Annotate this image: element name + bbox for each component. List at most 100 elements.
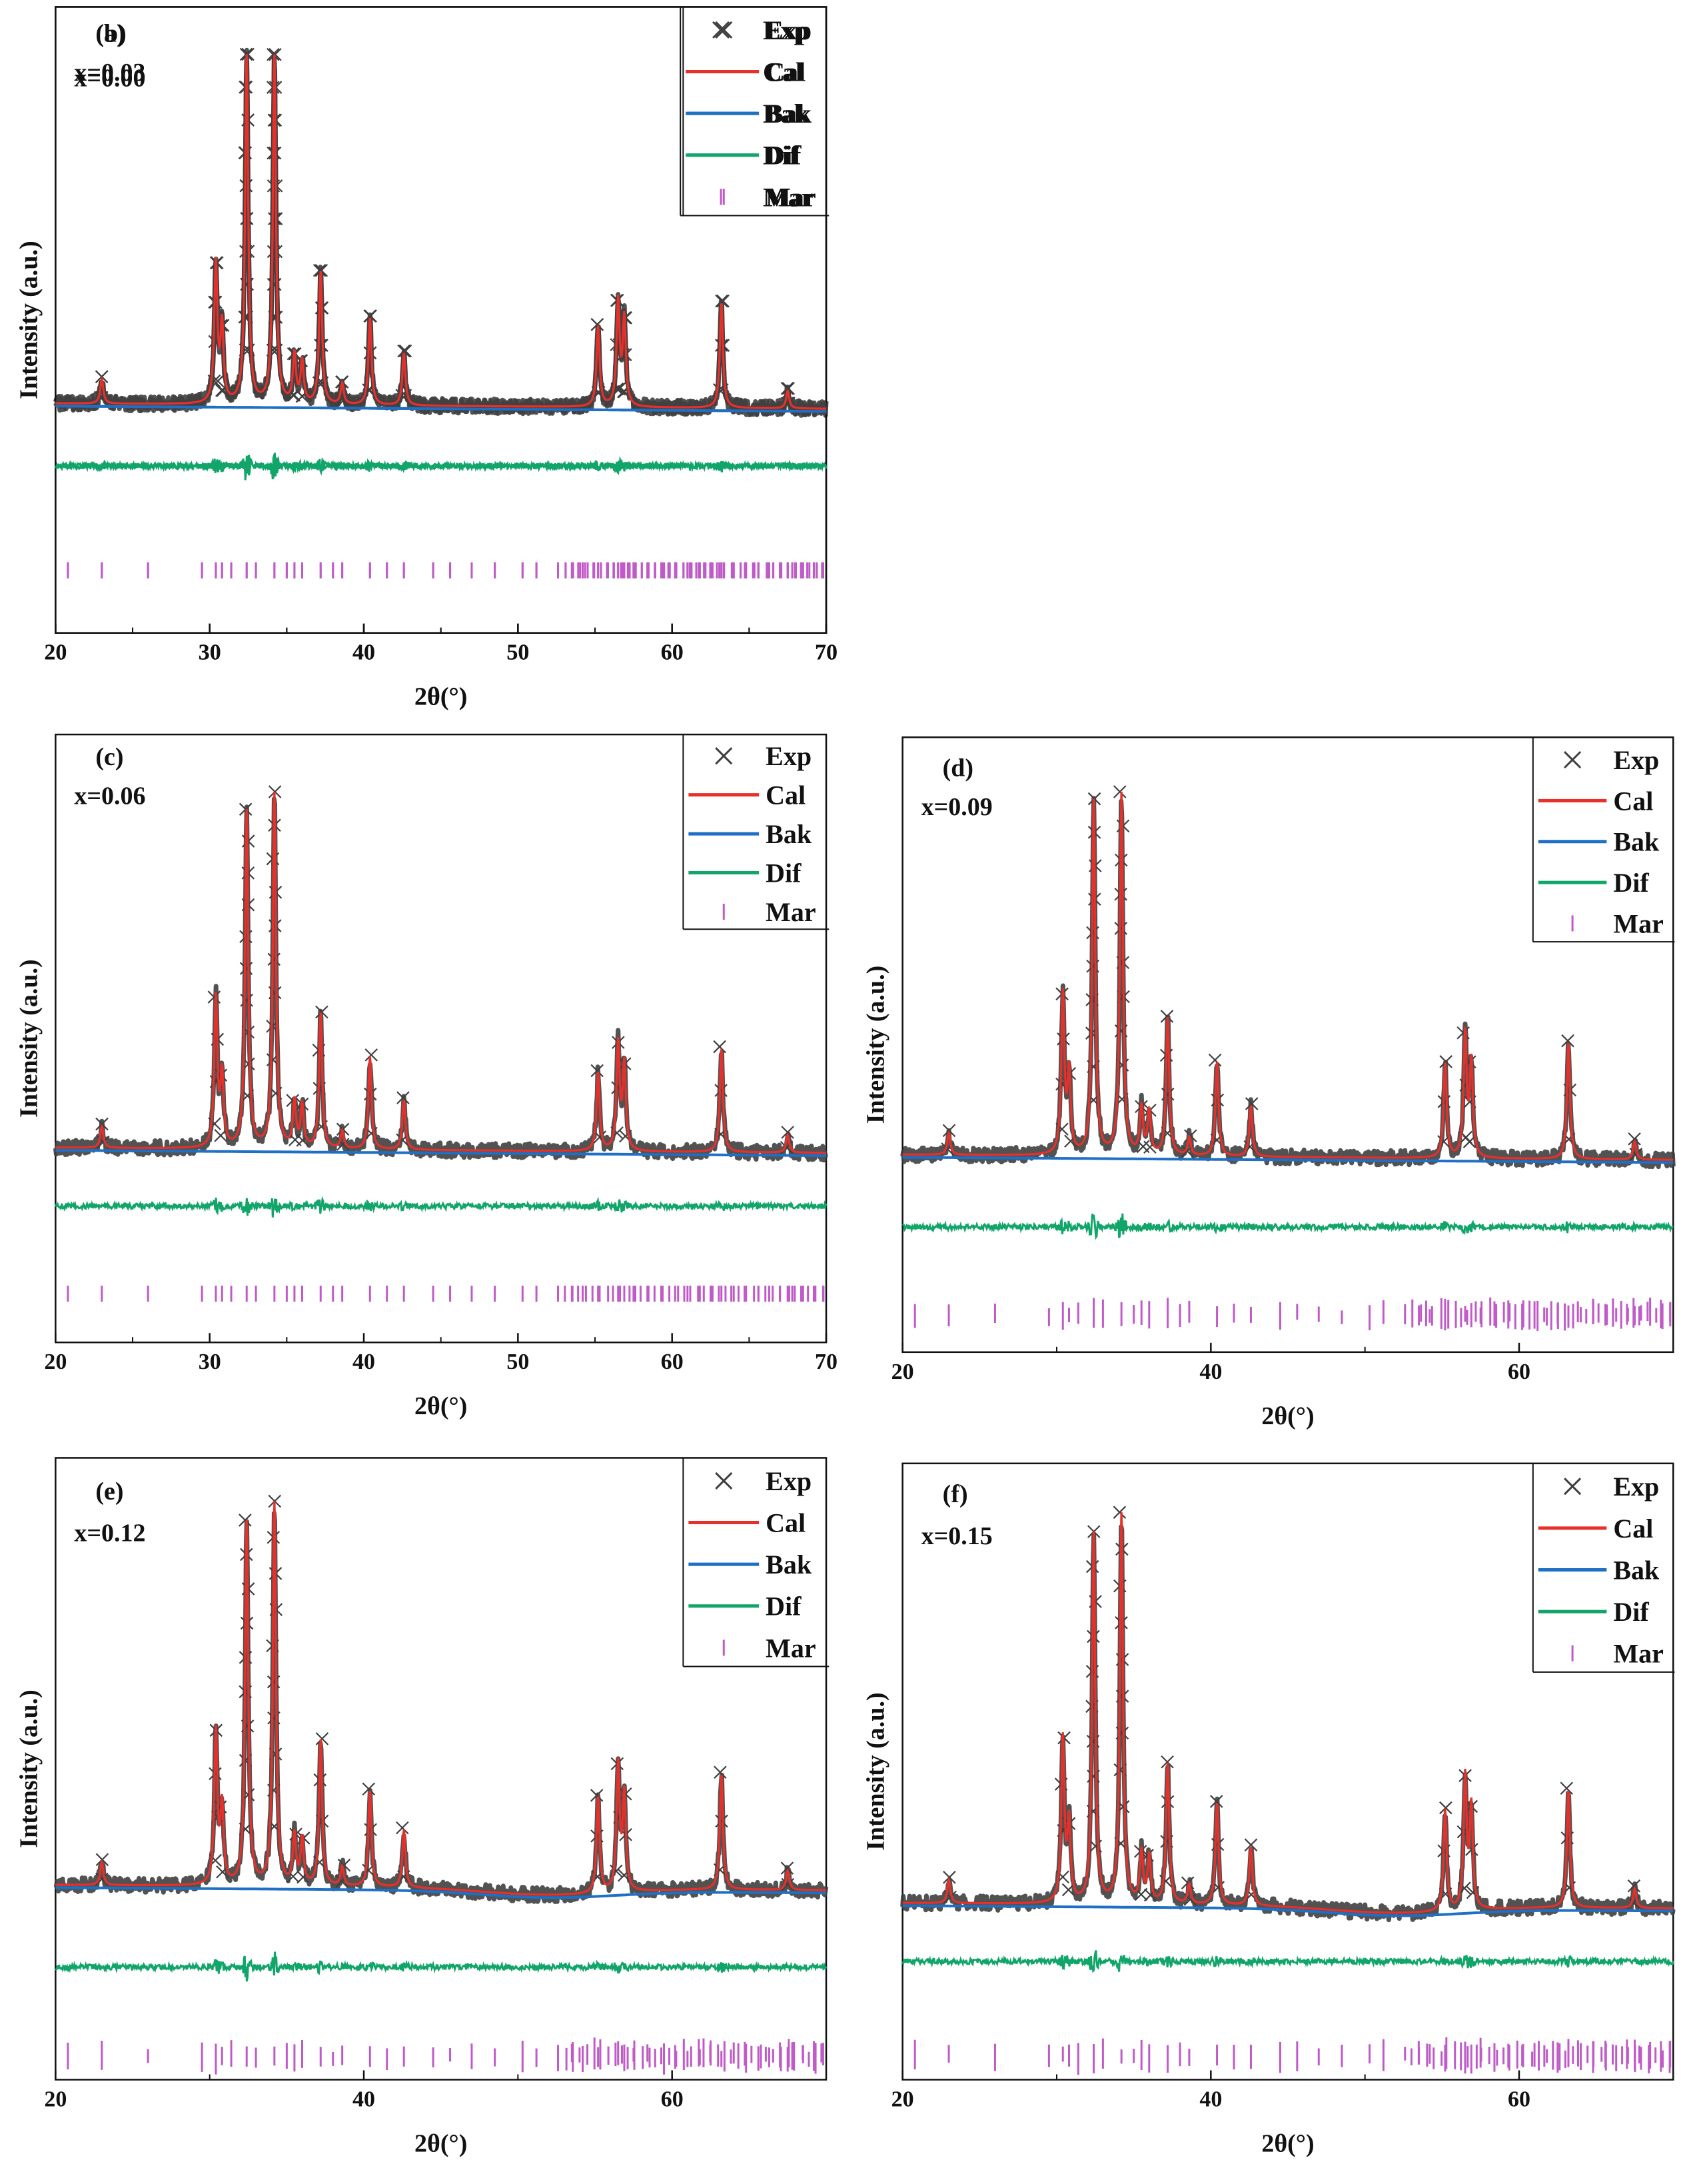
x-tick-label: 30 (199, 1350, 221, 1374)
mar-series (913, 1297, 1672, 1331)
exp-marker (1181, 1876, 1195, 1889)
legend-label: Mar (763, 182, 814, 212)
x-tick-label: 70 (815, 1350, 838, 1374)
panel-letter: (e) (95, 1478, 123, 1506)
exp-band (53, 796, 829, 1163)
mar-series (67, 562, 824, 578)
exp-marker (1244, 1838, 1258, 1851)
exp-marker (95, 1872, 109, 1886)
exp-marker (207, 990, 221, 1004)
exp-marker (1089, 1839, 1102, 1853)
legend-label: Mar (1613, 1639, 1664, 1669)
exp-marker (239, 962, 253, 975)
x-axis-title: 2θ(°) (414, 2129, 467, 2157)
exp-marker (781, 1877, 795, 1891)
composition-label: x=0.09 (921, 793, 993, 821)
x-axis-title: 2θ(°) (1261, 2129, 1314, 2157)
panel-f: 20 40 60 2θ(°) Intensity (a.u.) (f) x=0.15 Exp C… (862, 1462, 1676, 2157)
y-axis-title: Intensity (a.u.) (15, 241, 43, 399)
legend-label: Cal (763, 57, 803, 87)
legend-label: Cal (766, 780, 806, 810)
legend-label: Exp (766, 15, 812, 45)
exp-marker (781, 1126, 794, 1139)
x-tick-label: 60 (661, 640, 684, 665)
exp-band (900, 1524, 1676, 1923)
plot-frame (901, 736, 1674, 1354)
exp-marker (335, 1875, 348, 1888)
bak-line (55, 1886, 826, 1899)
x-tick-label: 50 (506, 640, 529, 665)
exp-marker (364, 309, 377, 323)
dif-line (55, 453, 828, 480)
exp-series (53, 785, 829, 1163)
cal-line (55, 54, 826, 410)
exp-marker (942, 1124, 956, 1138)
exp-marker (1160, 1010, 1174, 1023)
x-tick-label: 40 (1199, 1360, 1222, 1384)
exp-marker (315, 1732, 329, 1745)
x-tick-label: 20 (44, 2087, 67, 2111)
y-axis-title: Intensity (a.u.) (862, 966, 890, 1124)
dif-line (901, 1950, 1674, 1973)
legend-exp-symbol (1564, 1478, 1582, 1496)
x-tick-label: 20 (891, 1360, 914, 1384)
cal-line (55, 1501, 826, 1896)
legend-label: Exp (766, 1466, 812, 1496)
panel-letter: (f) (943, 1480, 968, 1508)
mar-series (913, 2037, 1672, 2075)
exp-marker (398, 344, 412, 358)
exp-marker (269, 343, 283, 357)
exp-marker (1560, 1781, 1574, 1795)
x-tick-label: 30 (199, 640, 221, 665)
legend-exp-symbol (715, 21, 733, 39)
legend-label: Cal (1613, 786, 1653, 816)
legend-label: Bak (766, 99, 812, 129)
exp-marker (267, 47, 280, 61)
legend-label: Bak (1613, 827, 1660, 857)
bak-line (55, 405, 826, 413)
x-tick-label: 60 (661, 2087, 684, 2111)
legend-label: Dif (766, 858, 802, 888)
bak-line (902, 1904, 1674, 1917)
exp-marker (286, 1094, 300, 1108)
composition-label: x=0.03 (74, 59, 145, 87)
legend-label: Bak (766, 1550, 812, 1580)
legend-label: Bak (763, 99, 810, 129)
bak-line (55, 1149, 826, 1157)
dif-line (901, 1213, 1674, 1240)
legend-label: Bak (1613, 1555, 1660, 1585)
legend-label: Mar (766, 897, 816, 927)
exp-marker (1115, 1616, 1128, 1630)
exp-marker (1628, 1132, 1641, 1146)
exp-marker (267, 952, 281, 966)
exp-marker (241, 47, 255, 61)
legend-label: Exp (1613, 745, 1659, 775)
exp-marker (1086, 1734, 1100, 1748)
legend-label: Exp (763, 15, 809, 45)
y-axis-title: Intensity (a.u.) (862, 1692, 890, 1851)
panel-e: 20 40 60 2θ(°) Intensity (a.u.) (e) x=0.12 Exp C… (15, 1457, 830, 2157)
exp-band (53, 1511, 829, 1904)
mar-series (67, 1286, 825, 1302)
exp-marker (396, 1091, 410, 1104)
legend-label: Dif (766, 1592, 802, 1622)
exp-marker (715, 339, 728, 352)
legend-label: Dif (766, 141, 802, 171)
bak-line (902, 1156, 1674, 1164)
exp-marker (1208, 1053, 1222, 1067)
exp-marker (364, 1048, 378, 1062)
legend-exp-symbol (715, 747, 733, 765)
x-axis-title: 2θ(°) (1261, 1402, 1314, 1430)
exp-marker (242, 343, 255, 357)
legend-label: Cal (1613, 1514, 1653, 1544)
composition-label: x=0.12 (74, 1520, 145, 1548)
exp-marker (714, 1084, 728, 1097)
composition-label: x=0.15 (921, 1522, 993, 1550)
legend-label: Dif (763, 141, 799, 171)
exp-marker (95, 391, 109, 405)
y-axis-title: Intensity (a.u.) (15, 959, 43, 1118)
exp-marker (396, 1821, 409, 1835)
exp-marker (364, 1087, 377, 1101)
exp-marker (240, 212, 253, 225)
